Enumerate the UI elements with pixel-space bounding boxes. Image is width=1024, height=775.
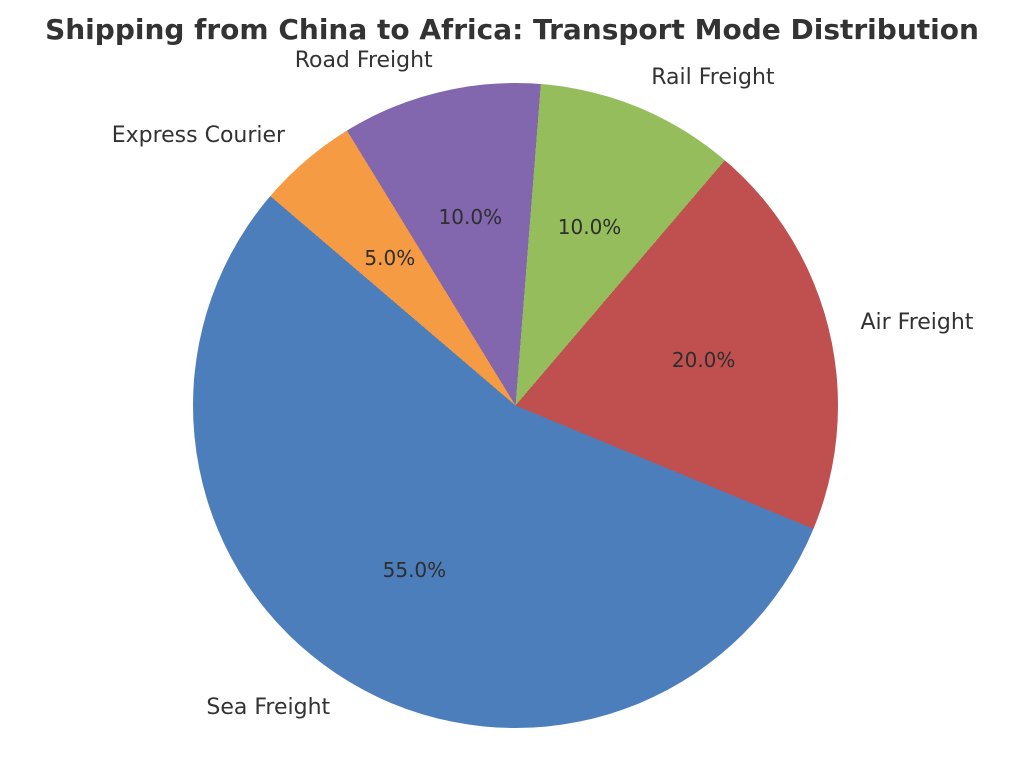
slice-name-label: Air Freight <box>860 309 974 335</box>
slice-name-label: Road Freight <box>294 47 433 73</box>
slice-percent-label: 10.0% <box>557 214 622 239</box>
slice-percent-label: 10.0% <box>438 205 503 230</box>
slice-name-label: Rail Freight <box>651 64 775 90</box>
slice-name-label: Sea Freight <box>206 694 331 720</box>
pie <box>193 83 838 728</box>
slice-percent-label: 55.0% <box>382 558 447 583</box>
slice-percent-label: 20.0% <box>671 348 736 373</box>
slice-name-label: Express Courier <box>111 122 286 148</box>
chart-title: Shipping from China to Africa: Transport… <box>45 13 979 46</box>
slice-percent-label: 5.0% <box>364 246 416 271</box>
